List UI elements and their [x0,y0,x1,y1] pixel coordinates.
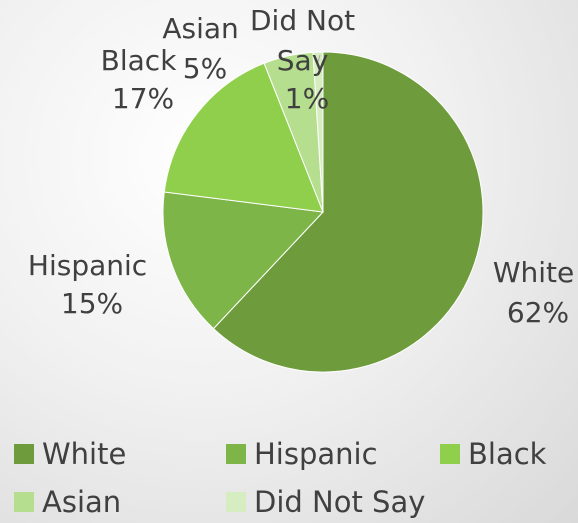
slice-label-black-value: 17% [112,82,174,115]
slice-label-did-not-say-line2: Say [277,44,329,77]
legend-label-black: Black [468,437,547,471]
legend-item-hispanic: Hispanic [226,434,378,474]
leader-lines [315,54,321,64]
slice-label-white: White 62% [493,256,578,329]
legend-item-asian: Asian [14,482,121,522]
slice-label-hispanic: Hispanic 15% [28,249,156,320]
pie-slice-black [163,62,324,213]
slice-label-asian-value: 5% [183,52,227,85]
slice-label-hispanic-name: Hispanic [28,249,147,282]
legend-label-hispanic: Hispanic [254,437,378,471]
slice-label-black-name: Black [101,44,178,77]
slice-label-white-name: White [493,256,574,289]
legend-swatch-did-not-say [226,492,246,512]
pie-slice-white [212,51,484,373]
slice-label-black: Black 17% [101,44,186,115]
pie-slices [162,51,484,373]
legend-swatch-black [440,444,460,464]
legend-item-black: Black [440,434,546,474]
legend-swatch-white [14,444,34,464]
legend-label-did-not-say: Did Not Say [254,485,426,519]
slice-label-did-not-say-line1: Did Not [250,4,355,37]
pie-slice-hispanic [162,191,325,330]
legend-label-white: White [42,437,127,471]
pie-slice-did-not-say [312,51,324,213]
slice-label-hispanic-value: 15% [61,287,123,320]
legend-swatch-hispanic [226,444,246,464]
slice-label-asian-name: Asian [162,12,238,45]
legend-label-asian: Asian [42,485,122,519]
slice-label-did-not-say-value: 1% [285,82,329,115]
legend-item-white: White [14,434,126,474]
leader-line-did-not-say [315,54,321,64]
legend: White Hispanic Black Asian Did Not Say [0,430,578,523]
legend-swatch-asian [14,492,34,512]
legend-item-did-not-say: Did Not Say [226,482,425,522]
slice-label-asian: Asian 5% [162,12,247,85]
slice-label-white-value: 62% [507,296,569,329]
slice-label-did-not-say: Did Not Say 1% [250,4,364,115]
